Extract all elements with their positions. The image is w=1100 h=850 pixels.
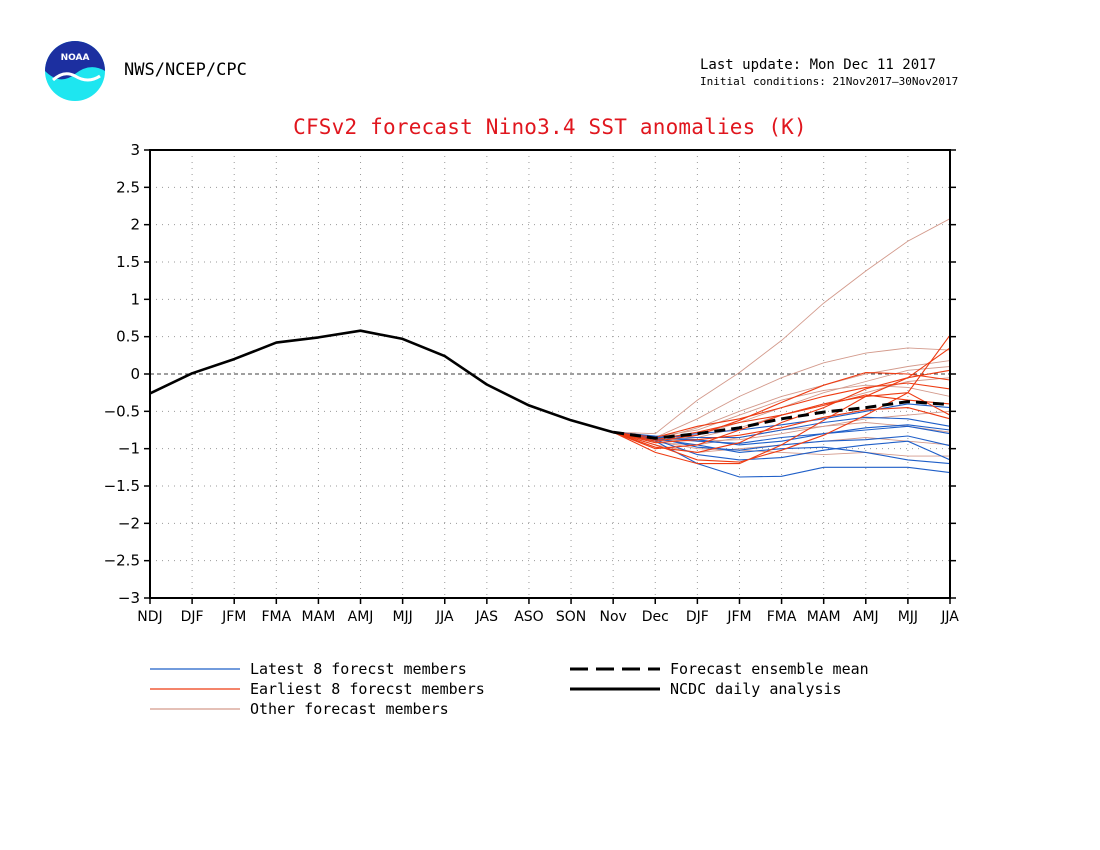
legend-mean-label: Forecast ensemble mean bbox=[670, 660, 869, 678]
last-update-label: Last update: Mon Dec 11 2017 bbox=[700, 57, 937, 73]
x-tick-label: Dec bbox=[642, 609, 669, 625]
initial-conditions-label: Initial conditions: 21Nov2017–30Nov2017 bbox=[700, 75, 959, 88]
x-tick-label: AMJ bbox=[853, 609, 879, 625]
forecast-member-other-line bbox=[613, 431, 950, 457]
grid-layer bbox=[150, 150, 950, 598]
forecast-member-earliest-line bbox=[612, 392, 951, 450]
y-tick-label: 2.5 bbox=[116, 178, 140, 196]
y-tick-label: 2 bbox=[130, 216, 140, 234]
forecast-member-earliest-line bbox=[613, 369, 951, 453]
analysis-line bbox=[149, 329, 614, 434]
y-tick-label: 0.5 bbox=[116, 328, 140, 346]
forecast-member-earliest-line bbox=[613, 407, 951, 444]
forecast-member-earliest-line bbox=[613, 371, 951, 442]
y-tick-label: 1 bbox=[130, 290, 140, 308]
ticks-layer bbox=[144, 149, 956, 604]
x-axis-labels: NDJ DJF JFM FMA MAM AMJ MJJ JJA JAS ASO SON Nov Dec D… bbox=[137, 609, 959, 625]
x-tick-label: JFM bbox=[221, 609, 246, 625]
ensemble-mean-layer bbox=[612, 400, 951, 440]
forecast-member-latest-line bbox=[613, 431, 951, 461]
x-tick-label: MAM bbox=[807, 609, 841, 625]
y-tick-label: −1.5 bbox=[104, 477, 140, 495]
x-tick-label: MJJ bbox=[392, 609, 412, 625]
forecast-member-other-line bbox=[613, 384, 951, 438]
y-axis-labels: 3 2.5 2 1.5 1 0.5 0 −0.5 −1 −1.5 −2 −2.5 −3 bbox=[104, 141, 140, 607]
legend-analysis-label: NCDC daily analysis bbox=[670, 680, 842, 698]
legend-other-label: Other forecast members bbox=[250, 700, 449, 718]
y-tick-label: 0 bbox=[130, 365, 140, 383]
y-tick-label: −0.5 bbox=[104, 402, 140, 420]
noaa-logo: NOAA bbox=[45, 41, 105, 101]
y-tick-label: −3 bbox=[118, 589, 140, 607]
forecast-member-latest-line bbox=[613, 431, 951, 465]
analysis-layer bbox=[149, 329, 614, 434]
x-tick-label: MJJ bbox=[898, 609, 918, 625]
ensemble-mean-line bbox=[612, 400, 951, 440]
legend-earliest-label: Earliest 8 forecst members bbox=[250, 680, 485, 698]
legend-swatches bbox=[150, 667, 660, 710]
x-tick-label: ASO bbox=[514, 609, 543, 625]
chart-title: CFSv2 forecast Nino3.4 SST anomalies (K) bbox=[293, 115, 807, 139]
forecast-member-earliest-line bbox=[613, 334, 951, 463]
x-tick-label: FMA bbox=[261, 609, 291, 625]
forecast-member-other-line bbox=[613, 347, 951, 438]
x-tick-label: AMJ bbox=[348, 609, 374, 625]
x-tick-label: JJA bbox=[940, 609, 959, 625]
x-tick-label: SON bbox=[556, 609, 586, 625]
y-tick-label: 1.5 bbox=[116, 253, 140, 271]
x-tick-label: DJF bbox=[686, 609, 709, 625]
forecast-member-earliest-line bbox=[613, 382, 951, 439]
x-tick-label: JJA bbox=[435, 609, 454, 625]
agency-label: NWS/NCEP/CPC bbox=[124, 60, 247, 80]
x-tick-label: MAM bbox=[302, 609, 336, 625]
y-tick-label: −1 bbox=[118, 440, 140, 458]
forecast-member-other-line bbox=[613, 218, 951, 435]
x-tick-label: JFM bbox=[726, 609, 751, 625]
y-tick-label: −2 bbox=[118, 514, 140, 532]
x-tick-label: NDJ bbox=[137, 609, 162, 625]
legend-latest-label: Latest 8 forecst members bbox=[250, 660, 467, 678]
forecast-member-latest-line bbox=[613, 424, 951, 446]
y-tick-label: 3 bbox=[130, 141, 140, 159]
x-tick-label: DJF bbox=[181, 609, 204, 625]
x-tick-label: JAS bbox=[475, 609, 498, 625]
x-tick-label: FMA bbox=[767, 609, 797, 625]
noaa-logo-text: NOAA bbox=[61, 53, 90, 63]
x-tick-label: Nov bbox=[599, 609, 626, 625]
forecast-member-latest-line bbox=[613, 403, 951, 439]
y-tick-label: −2.5 bbox=[104, 552, 140, 570]
